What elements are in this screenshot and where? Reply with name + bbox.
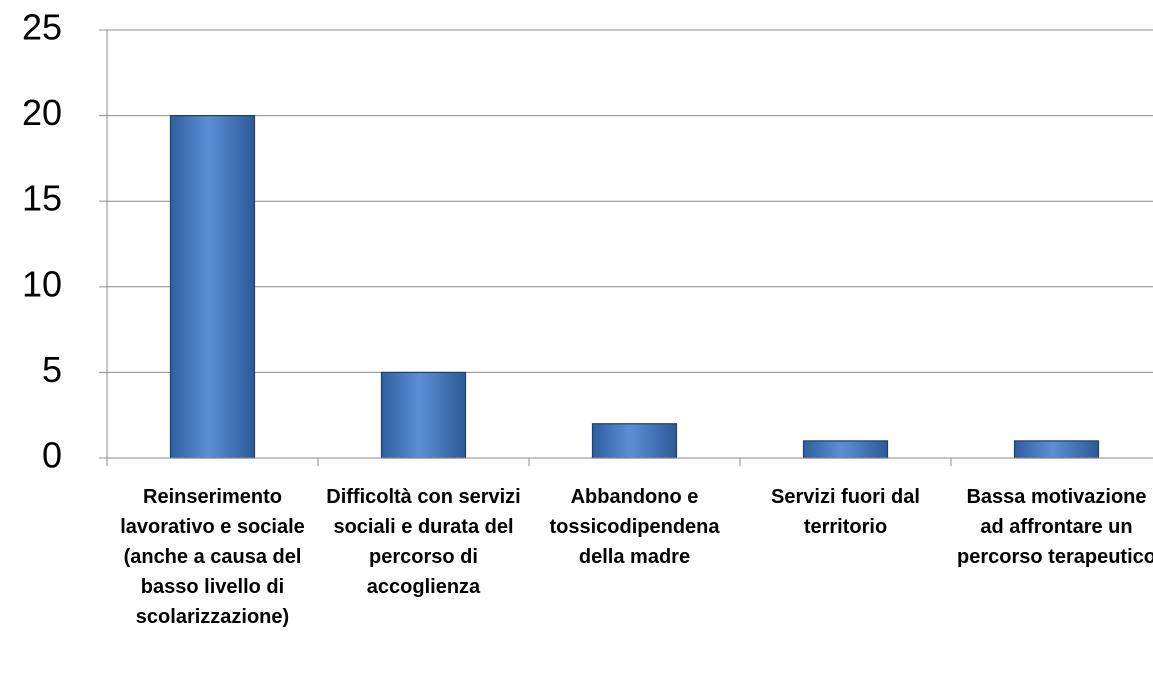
y-tick-label: 5 [42, 349, 62, 390]
x-tick-label: Reinserimento lavorativo e sociale (anch… [120, 486, 305, 628]
y-tick-label: 15 [22, 178, 62, 219]
y-tick-label: 10 [22, 263, 62, 304]
x-tick-label: Servizi fuori dal territorio [771, 486, 920, 538]
x-tick-label: Abbandono e tossicodipendena della madre [549, 486, 720, 568]
y-tick-label: 0 [42, 435, 62, 476]
bar [1013, 440, 1100, 459]
bar [591, 423, 678, 459]
x-tick-label: Bassa motivazione ad affrontare un perco… [957, 486, 1153, 568]
x-tick-label: Difficoltà con servizi sociali e durata … [326, 486, 521, 598]
bar [380, 371, 467, 459]
y-tick-label: 20 [22, 92, 62, 133]
y-tick-label: 25 [22, 7, 62, 48]
bar [169, 114, 256, 459]
bar [802, 440, 889, 459]
